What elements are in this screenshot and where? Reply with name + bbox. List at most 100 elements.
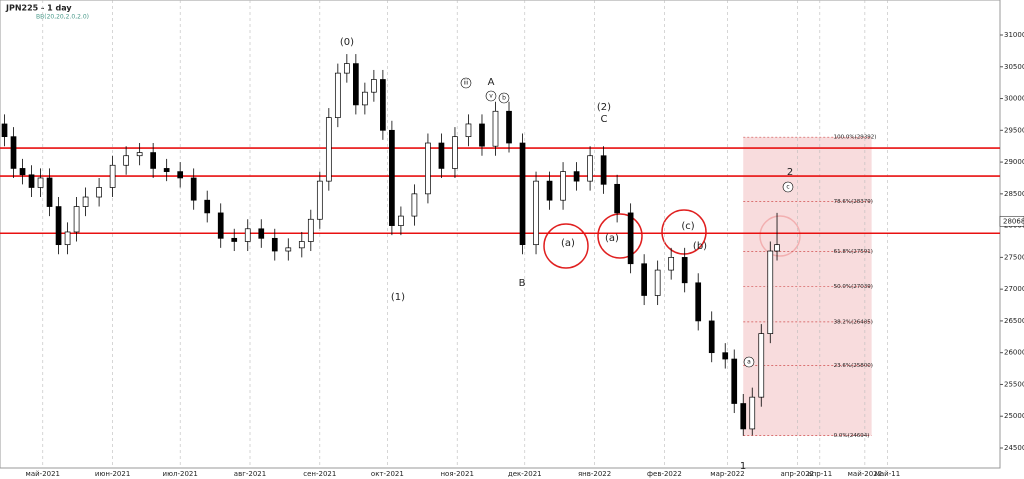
candle-body: [425, 142, 431, 195]
wave-label: (a): [561, 238, 575, 249]
candle-body: [353, 63, 359, 106]
wave-label: iii: [463, 80, 468, 87]
wave-label: (2): [597, 102, 611, 113]
x-tick-label: апр-11: [807, 470, 832, 478]
candle-body: [150, 152, 157, 169]
candle-body: [740, 403, 747, 430]
candle-body: [573, 171, 580, 182]
candle-body: [668, 257, 675, 271]
candle-body: [587, 155, 593, 182]
candle-body: [190, 177, 197, 201]
candle-body: [271, 237, 278, 252]
y-tick-label: 30500: [1004, 63, 1024, 71]
y-tick-label: 25500: [1004, 380, 1024, 388]
candle-body: [316, 180, 323, 220]
candle-body: [479, 123, 485, 147]
y-tick-label: 24500: [1004, 444, 1024, 452]
fib-label: 0.0%(24694): [834, 433, 870, 439]
candle-body: [389, 129, 395, 226]
x-tick-label: дек-2021: [508, 470, 542, 478]
y-tick-label: 28500: [1004, 190, 1024, 198]
y-tick-label: 26500: [1004, 317, 1024, 325]
wave-label: v: [489, 93, 493, 100]
x-tick-label: ноя-2021: [440, 470, 473, 478]
candle-body: [758, 333, 765, 398]
candle-body: [492, 110, 499, 147]
wave-label: 1: [740, 461, 746, 472]
x-tick-label: мар-2022: [710, 470, 744, 478]
candle-body: [627, 212, 634, 265]
wave-label: b: [502, 95, 506, 102]
y-tick-label: 29500: [1004, 126, 1024, 134]
wave-label: B: [519, 278, 526, 289]
candle-body: [46, 177, 53, 207]
candle-body: [1, 123, 8, 138]
indicator-label: BB(20,20,2.0,2.0): [36, 14, 89, 21]
candle-body: [244, 228, 251, 242]
fib-label: 61.8%(27591): [834, 249, 873, 255]
x-tick-label: май-2021: [26, 470, 60, 478]
wave-label: (b): [693, 241, 707, 252]
fib-label: 50.0%(27039): [834, 284, 873, 290]
candle-body: [767, 250, 774, 334]
candle-body: [681, 257, 688, 284]
candle-body: [654, 269, 661, 296]
x-tick-label: июл-2021: [163, 470, 198, 478]
candle-body: [136, 152, 143, 157]
candle-body: [560, 171, 566, 201]
wave-marker: [743, 356, 755, 368]
candle-body: [380, 79, 386, 131]
wave-label: c: [786, 184, 789, 191]
y-tick-label: 25000: [1004, 412, 1024, 420]
candle-body: [722, 352, 729, 360]
price-tag: 28068: [1003, 217, 1024, 225]
y-tick-label: 30000: [1004, 95, 1024, 103]
candle-body: [307, 218, 314, 242]
candle-body: [506, 110, 512, 144]
y-tick-label: 27000: [1004, 285, 1024, 293]
candle-body: [55, 206, 62, 246]
candle-body: [231, 237, 238, 242]
candle-body: [695, 282, 702, 322]
x-tick-label: янв-2022: [578, 470, 611, 478]
candle-body: [774, 244, 780, 252]
candle-body: [362, 91, 368, 106]
candle-body: [28, 174, 35, 188]
candle-body: [334, 72, 341, 118]
wave-label: C: [601, 114, 608, 125]
x-tick-label: авг-2021: [234, 470, 266, 478]
candle-body: [371, 79, 377, 93]
candle-body: [82, 196, 89, 207]
fib-label: 100.0%(29392): [834, 135, 877, 141]
wave-label: a: [747, 359, 751, 366]
candle-body: [519, 142, 526, 246]
wave-marker: [485, 90, 497, 102]
x-tick-label: сен-2021: [303, 470, 336, 478]
candle-body: [452, 136, 458, 169]
candle-body: [343, 63, 350, 74]
candle-body: [64, 231, 71, 246]
x-tick-label: апр-2022: [780, 470, 814, 478]
candle-body: [96, 187, 102, 198]
x-tick-label: окт-2021: [371, 470, 404, 478]
candle-body: [204, 199, 211, 214]
candle-body: [37, 177, 44, 188]
candle-body: [163, 168, 170, 172]
candle-body: [19, 168, 26, 176]
candle-body: [438, 142, 445, 169]
x-tick-label: май-2022: [848, 470, 882, 478]
candle-body: [325, 117, 332, 182]
y-tick-label: 26000: [1004, 349, 1024, 357]
price-tag-box: [999, 215, 1024, 227]
candle-body: [285, 247, 292, 252]
candle-body: [177, 171, 184, 179]
wave-marker: [782, 181, 794, 193]
wave-label: (0): [340, 37, 354, 48]
wave-label: A: [488, 77, 495, 88]
y-tick-label: 31000: [1004, 31, 1024, 39]
candle-body: [614, 183, 620, 214]
chart-title: JPN225 - 1 day: [5, 4, 72, 13]
fib-label: 78.6%(28379): [834, 199, 873, 205]
candle-body: [298, 241, 305, 249]
